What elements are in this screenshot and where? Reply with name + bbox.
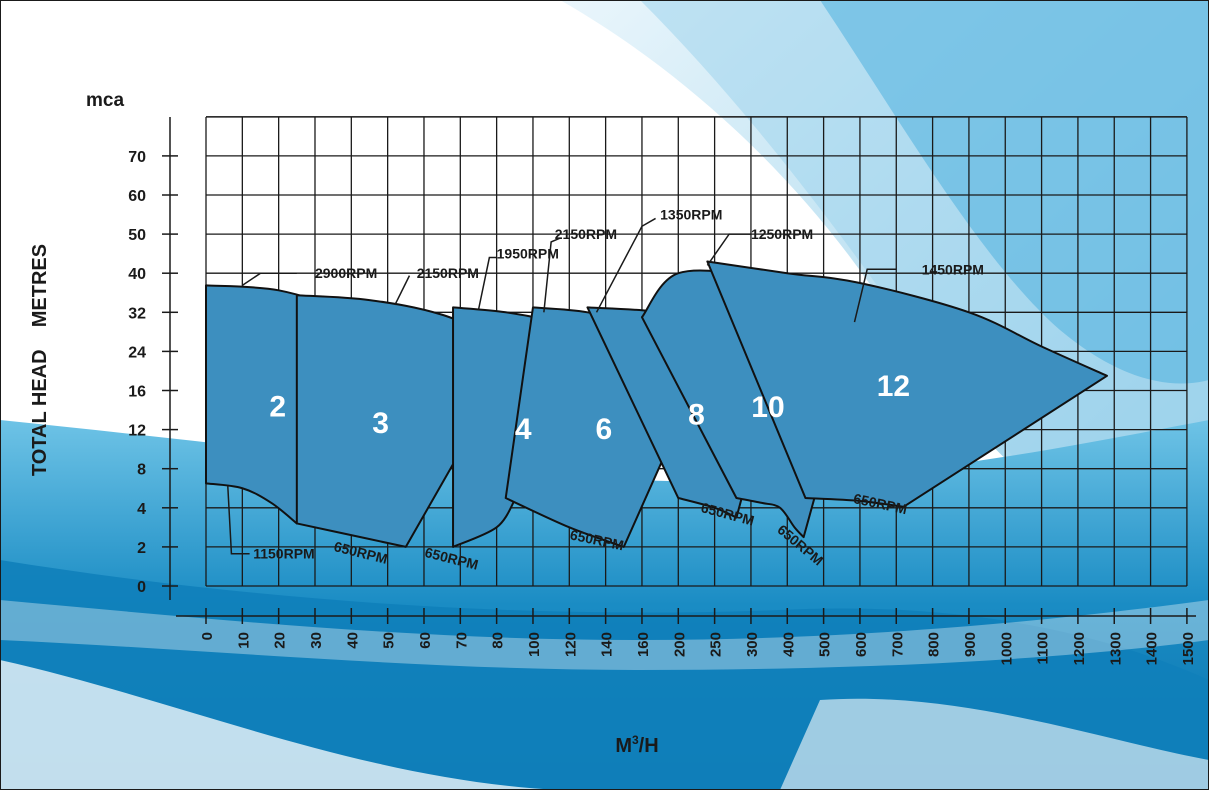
x-tick-label: 30	[308, 632, 325, 649]
x-axis-title: M3/H	[615, 733, 658, 757]
x-tick-label: 50	[381, 632, 398, 649]
y-tick-label: 16	[128, 384, 146, 401]
x-tick-label: 40	[344, 632, 361, 649]
rpm-label: 1950RPM	[497, 246, 559, 262]
x-tick-label: 800	[926, 632, 943, 657]
y-tick-label: 32	[128, 305, 146, 322]
rpm-label: 2150RPM	[555, 226, 617, 242]
y-axis-title: TOTAL HEAD METRES	[29, 244, 51, 476]
x-tick-label: 70	[453, 632, 470, 649]
x-tick-label: 1400	[1144, 632, 1161, 665]
x-tick-label: 20	[272, 632, 289, 649]
y-tick-label: 12	[128, 423, 146, 440]
y-tick-label: 4	[137, 501, 146, 518]
x-tick-label: 200	[671, 632, 688, 657]
rpm-leader-line	[477, 256, 497, 311]
x-tick-label: 10	[235, 632, 252, 649]
x-tick-label: 1200	[1071, 632, 1088, 665]
x-tick-label: 700	[889, 632, 906, 657]
y-tick-label: 8	[137, 462, 146, 479]
x-tick-label: 300	[744, 632, 761, 657]
region-label-2: 2	[269, 390, 286, 423]
x-tick-label: 900	[962, 632, 979, 657]
rpm-leader-line	[706, 233, 751, 266]
region-label-10: 10	[751, 391, 784, 424]
region-label-8: 8	[688, 398, 705, 431]
x-tick-label: 0	[199, 632, 216, 640]
x-tick-label: 1000	[998, 632, 1015, 665]
x-tick-label: 80	[490, 632, 507, 649]
x-tick-label: 1100	[1035, 632, 1052, 665]
x-tick-label: 400	[780, 632, 797, 657]
y-tick-label: 60	[128, 188, 146, 205]
region-label-4: 4	[515, 413, 532, 446]
y-tick-label: 70	[128, 149, 146, 166]
rpm-leader-line	[543, 237, 561, 313]
x-tick-label: 250	[708, 632, 725, 657]
rpm-label: 1350RPM	[660, 207, 722, 223]
pump-region-12	[706, 260, 1108, 508]
x-tick-label: 500	[817, 632, 834, 657]
rpm-label: 1450RPM	[922, 261, 984, 277]
y-tick-label: 24	[128, 344, 146, 361]
y-unit-label: mca	[86, 90, 124, 111]
region-label-3: 3	[372, 407, 389, 440]
x-tick-label: 1300	[1107, 632, 1124, 665]
x-tick-label: 160	[635, 632, 652, 657]
x-tick-label: 140	[599, 632, 616, 657]
x-tick-label: 120	[562, 632, 579, 657]
region-label-12: 12	[877, 370, 910, 403]
pump-regions: 2 3 4 6 8 10 12	[205, 260, 1108, 548]
x-tick-label: 600	[853, 632, 870, 657]
y-tick-label: 2	[137, 540, 146, 557]
rpm-label: 1250RPM	[751, 226, 813, 242]
rpm-label: 1150RPM	[253, 546, 314, 562]
x-tick-label: 1500	[1180, 632, 1197, 665]
rpm-leader-line	[595, 217, 656, 313]
rpm-label: 2150RPM	[417, 265, 479, 281]
y-tick-label: 50	[128, 227, 146, 244]
region-label-6: 6	[595, 413, 612, 446]
y-tick-label: 40	[128, 266, 146, 283]
y-tick-label: 0	[137, 579, 146, 596]
rpm-leader-line	[241, 272, 297, 287]
x-tick-label: 100	[526, 632, 543, 657]
rpm-label: 2900RPM	[315, 265, 377, 281]
rpm-leader-line	[227, 486, 250, 555]
x-tick-label: 60	[417, 632, 434, 649]
rpm-leader-line	[394, 275, 411, 306]
rpm-leader-line	[853, 268, 897, 323]
